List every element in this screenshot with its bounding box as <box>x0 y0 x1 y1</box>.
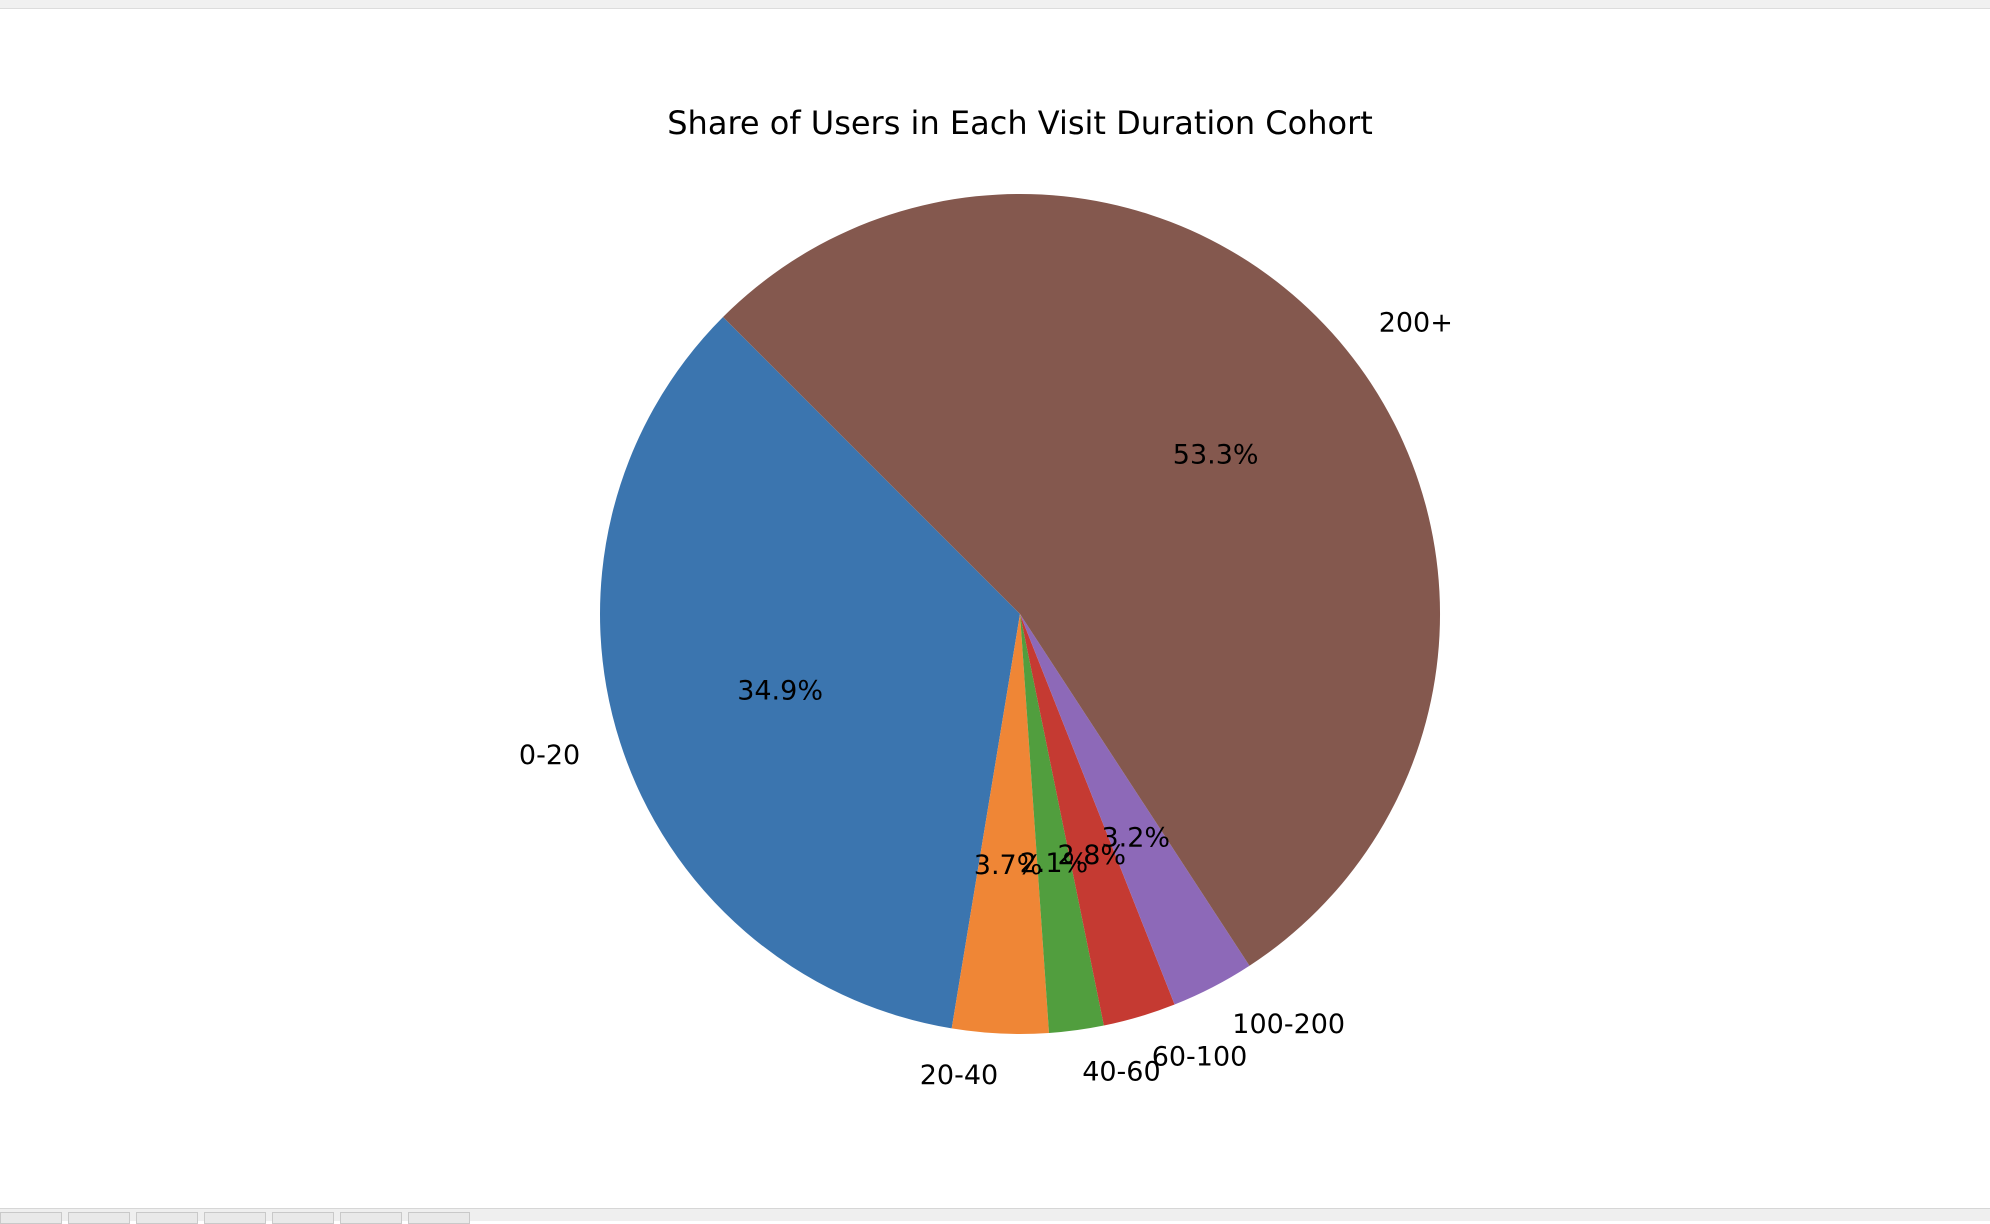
slice-percentage: 53.3% <box>1173 440 1259 471</box>
slice-percentage: 3.7% <box>974 850 1043 881</box>
slice-label: 200+ <box>1379 307 1453 338</box>
slice-label: 60-100 <box>1152 1041 1248 1072</box>
bottom-tab[interactable] <box>68 1212 130 1224</box>
slice-label: 40-60 <box>1082 1056 1160 1087</box>
slice-label: 20-40 <box>920 1060 998 1091</box>
pie-slice-200+ <box>723 193 1441 966</box>
bottom-tab-bar <box>0 1208 1990 1224</box>
pie-slice-20-40 <box>951 614 1050 1035</box>
bottom-tab[interactable] <box>340 1212 402 1224</box>
slice-label: 100-200 <box>1232 1009 1345 1040</box>
chart-title: Share of Users in Each Visit Duration Co… <box>667 104 1373 142</box>
slice-percentage: 2.1% <box>1020 848 1089 879</box>
slice-percentage: 3.2% <box>1101 822 1170 853</box>
slice-percentage: 34.9% <box>737 676 823 707</box>
bottom-tab[interactable] <box>408 1212 470 1224</box>
pie-slice-100-200 <box>1020 614 1250 1005</box>
pie-slice-0-20 <box>600 317 1020 1029</box>
slice-percentage-labels: 34.9% 3.7%2.1%2.8%3.2% 53.3% <box>737 440 1258 882</box>
pie-slice-40-60 <box>1020 614 1104 1033</box>
pie-slices <box>600 193 1441 1035</box>
bottom-tab[interactable] <box>136 1212 198 1224</box>
slice-percentage: 2.8% <box>1057 840 1126 871</box>
slice-label: 0-20 <box>519 740 580 771</box>
bottom-tab[interactable] <box>272 1212 334 1224</box>
pie-slice-60-100 <box>1020 614 1175 1026</box>
bottom-tab[interactable] <box>204 1212 266 1224</box>
bottom-tab[interactable] <box>0 1212 62 1224</box>
window-top-bar <box>0 0 1990 9</box>
